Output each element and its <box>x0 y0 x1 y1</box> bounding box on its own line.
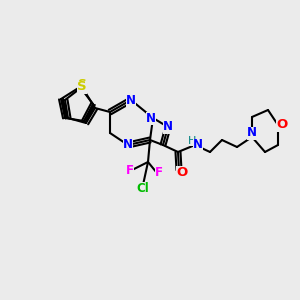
Text: F: F <box>126 164 134 176</box>
Text: N: N <box>123 139 133 152</box>
Text: S: S <box>77 80 87 94</box>
Text: O: O <box>276 118 288 131</box>
Text: S: S <box>77 77 86 91</box>
Text: N: N <box>247 127 257 140</box>
Text: N: N <box>193 139 203 152</box>
Text: Cl: Cl <box>136 182 149 194</box>
Text: H: H <box>188 136 196 146</box>
Text: N: N <box>163 121 173 134</box>
Text: O: O <box>176 166 188 178</box>
Text: N: N <box>146 112 156 124</box>
Text: F: F <box>155 167 163 179</box>
Text: N: N <box>126 94 136 106</box>
